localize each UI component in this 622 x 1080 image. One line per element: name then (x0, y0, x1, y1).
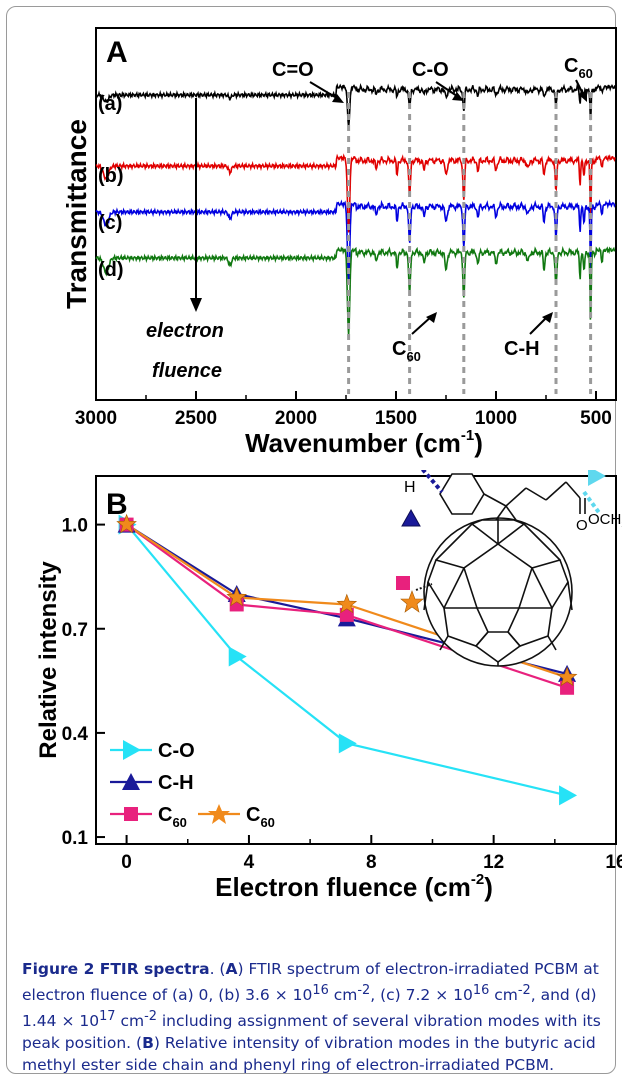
panel-b-x-tick-label: 12 (483, 852, 504, 873)
panel-b-legend: C-O C-H C60 C60 (110, 740, 275, 830)
data-point-co (338, 733, 357, 754)
peak-arrow-co-single-head (452, 92, 464, 101)
caption-text: including assignment of several vibratio… (22, 1012, 601, 1053)
panel-a-trace-label-a: (a) (98, 93, 122, 115)
legend-co-marker (123, 740, 141, 760)
caption-text: cm (328, 986, 358, 1005)
fullerene-cage (423, 517, 573, 667)
panel-a-x-tick-label: 500 (580, 408, 612, 429)
co-bond-highlight (582, 490, 602, 516)
data-point-c60-star (556, 666, 578, 687)
panel-a-x-tick-label: 1000 (475, 408, 517, 429)
peak-label-c60-bottom: C60 (392, 338, 421, 364)
peak-arrow-co-double-head (332, 94, 344, 103)
side-chain (439, 473, 586, 521)
caption-title: Figure 2 FTIR spectra (22, 960, 210, 978)
caption-text: , (c) 7.2 × 10 (370, 986, 473, 1005)
panel-a-x-tick-label: 2000 (275, 408, 317, 429)
panel-a-chart: 3000 2500 2000 1500 1000 500 A (a) (b) (c) (d… (61, 27, 617, 458)
caption-text: . ( (209, 960, 226, 978)
spectrum-trace (95, 153, 616, 233)
caption-ref-b: B (142, 1034, 154, 1053)
panel-b-x-tick-label: 8 (366, 852, 377, 873)
ch-marker-molecule (401, 508, 421, 527)
panel-b-x-axis-label: Electron fluence (cm-2) (215, 871, 493, 902)
legend-ch-label: C-H (158, 772, 194, 794)
series-line (125, 523, 568, 797)
panel-b-x-tick-label: 4 (244, 852, 255, 873)
caption-text: ) FTIR spectrum of electron-irradiated P… (22, 960, 599, 1005)
panel-b-y-tick-label: 0.1 (62, 828, 89, 849)
data-point-co (228, 646, 247, 667)
panel-b-x-tick-label: 16 (605, 852, 622, 873)
peak-label-c60-top: C60 (564, 55, 593, 81)
legend-c60a-label: C60 (158, 804, 187, 830)
data-point-c60-square (339, 607, 354, 622)
panel-a-x-tick-label: 3000 (75, 408, 117, 429)
spectrum-trace (95, 83, 616, 128)
peak-arrow-c60-top-head (578, 91, 587, 102)
caption-sup: -2 (517, 983, 531, 998)
legend-c60a-marker (124, 807, 138, 821)
panel-b-y-tick-label: 0.7 (62, 620, 88, 641)
caption-sup: 16 (472, 983, 490, 998)
legend-co-label: C-O (158, 740, 195, 762)
panel-a-trace-label-d: (d) (98, 259, 124, 281)
panel-a-x-tick-label: 1500 (375, 408, 417, 429)
caption-text: cm (115, 1012, 145, 1031)
panel-b-y-tick-label: 1.0 (62, 516, 88, 537)
figure-caption: Figure 2 FTIR spectra. (A) FTIR spectrum… (22, 958, 606, 1076)
molecule-o-label: O (576, 517, 588, 534)
fluence-text-1: electron (146, 320, 224, 342)
peak-arrow-c60-bottom (411, 315, 433, 335)
panel-a-x-tick-label: 2500 (175, 408, 217, 429)
data-point-c60-square (560, 680, 575, 695)
legend-c60b-marker (208, 804, 230, 824)
spectrum-trace (95, 245, 616, 335)
fluence-arrow-head (190, 298, 202, 312)
panel-a-label: A (106, 36, 128, 69)
panel-b-y-tick-label: 0.4 (62, 724, 89, 745)
data-point-c60-star (116, 513, 137, 534)
panel-a-x-axis-label: Wavenumber (cm-1) (245, 427, 483, 458)
molecule-h-label: H (404, 479, 416, 496)
peak-label-co-single: C-O (412, 59, 449, 81)
fluence-text-2: fluence (152, 360, 222, 382)
legend-ch-marker (122, 773, 140, 790)
panel-b-y-axis-label: Relative intensity (35, 561, 62, 759)
data-point-co (559, 785, 578, 806)
caption-text: , and (d) 1.44 × 10 (22, 986, 597, 1031)
peak-label-ch: C-H (504, 338, 540, 360)
caption-sup: -2 (144, 1009, 157, 1025)
spectrum-trace (95, 198, 616, 281)
panel-a-y-axis-label: Transmittance (61, 119, 92, 309)
peak-arrow-c60-bottom-head (426, 312, 437, 323)
pcbm-molecule: H OCH3 O (396, 470, 622, 667)
caption-text: cm (489, 986, 518, 1005)
panel-b-label: B (106, 488, 128, 521)
panel-a-trace-label-c: (c) (98, 212, 122, 234)
c60-star-marker-molecule (400, 590, 424, 613)
panel-a-trace-label-b: (b) (98, 165, 124, 187)
ch-bond-highlight (420, 470, 444, 494)
co-marker-molecule (588, 470, 606, 486)
caption-text: ) Relative intensity of vibration modes … (22, 1034, 596, 1075)
peak-arrow-co-double (309, 81, 341, 101)
caption-sup: 17 (99, 1009, 116, 1025)
c60-dotted-link (415, 583, 433, 591)
legend-c60b-label: C60 (246, 804, 275, 830)
panel-b-chart: 0 4 8 12 16 0.1 0.4 0.7 1.0 B (35, 470, 622, 902)
panel-b-x-tick-label: 0 (121, 852, 132, 873)
data-point-c60-star (226, 586, 248, 607)
panel-b-axes-frame (95, 475, 617, 845)
caption-sup: -2 (357, 983, 371, 998)
panel-a-axes-frame (95, 27, 617, 401)
peak-label-co-double: C=O (272, 59, 314, 81)
caption-ref-a: A (225, 960, 238, 978)
peak-arrow-ch-head (542, 312, 553, 323)
caption-sup: 16 (312, 983, 329, 998)
c60-square-marker-molecule (396, 576, 410, 590)
data-point-c60-star (336, 593, 358, 614)
